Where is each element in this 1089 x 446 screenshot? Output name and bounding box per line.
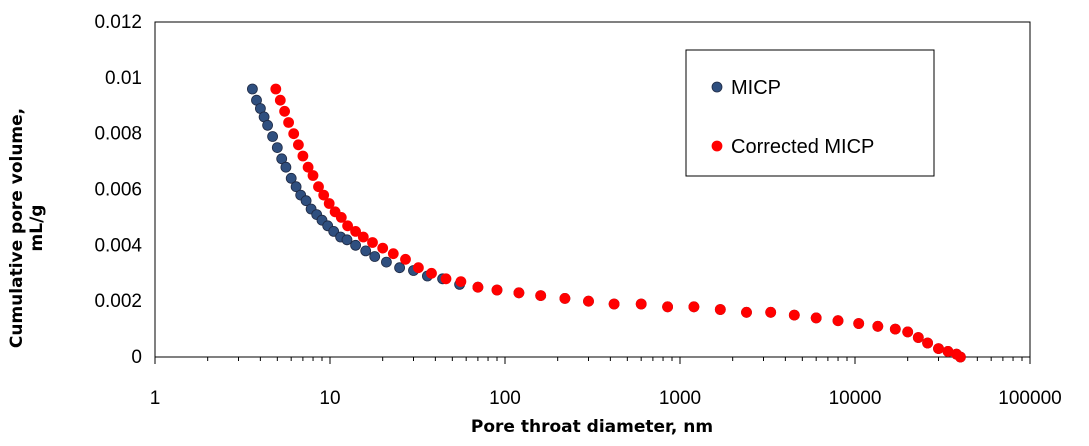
data-point [635,298,647,310]
y-axis: 0 0.002 0.004 0.006 0.008 0.01 0.012 [94,12,142,368]
data-point [342,220,354,232]
x-tick-label: 1 [150,388,161,409]
data-point [270,83,282,95]
data-point [341,234,353,246]
legend: MICP Corrected MICP [685,49,935,177]
data-point [472,281,484,293]
data-point [426,267,437,279]
x-tick-label: 10 [319,388,340,409]
data-point [400,253,411,265]
data-point [608,298,620,310]
y-tick-label: 0.002 [94,291,142,312]
data-point [279,105,291,117]
data-point [280,161,292,173]
data-point [741,306,752,318]
data-point [832,315,844,327]
data-point [377,242,389,254]
data-point [369,251,381,262]
y-axis-title-line-2: mL/g [27,205,47,252]
legend-marker-corrected-micp [711,140,723,152]
data-point [271,142,283,154]
y-axis-title-group: Cumulative pore volume, mL/g [7,108,47,348]
x-axis: 1 10 100 1000 10000 100000 [150,357,1062,409]
data-point [246,83,258,95]
data-point [380,256,392,268]
data-point [323,198,335,209]
series-corrected-micp [270,83,966,363]
x-tick-label: 10000 [829,388,882,409]
data-point [412,262,424,274]
data-point [535,290,547,302]
data-point [267,131,279,142]
x-axis-title: Pore throat diameter, nm [471,417,713,437]
data-point [853,318,865,329]
data-point [559,292,571,304]
data-point [288,128,300,140]
data-point [262,119,274,131]
legend-label-micp: MICP [731,77,781,99]
data-point [491,284,503,296]
data-point [350,239,362,251]
data-point [912,332,924,343]
data-point [513,287,525,299]
data-point [360,245,372,257]
data-point [922,337,933,349]
data-point [313,181,324,193]
data-point [300,195,312,207]
data-point [933,343,944,355]
data-point [276,153,288,165]
y-tick-label: 0.004 [94,235,142,256]
legend-box [685,49,935,177]
data-point [274,94,286,106]
y-axis-title-line-1: Cumulative pore volume, [7,108,27,348]
data-point [955,351,966,363]
data-point [290,181,302,193]
data-point [297,150,309,162]
data-point [662,301,673,313]
data-point [688,301,700,313]
y-tick-label: 0 [131,347,142,368]
y-tick-label: 0.008 [94,124,142,145]
data-point [394,262,406,274]
data-point [367,237,378,248]
data-point [902,326,914,338]
data-point [292,139,304,151]
plot-area [154,21,1031,358]
y-tick-label: 0.012 [94,12,142,33]
series-layer [246,83,966,363]
data-point [335,211,347,223]
data-point [318,189,330,201]
data-point [350,225,362,237]
data-point [765,306,777,318]
data-point [440,273,452,285]
data-point [283,117,295,128]
data-point [714,304,726,315]
legend-marker-micp [711,81,723,93]
data-point [285,172,297,184]
data-point [872,320,884,332]
data-point [810,312,822,324]
data-point [302,161,314,173]
y-tick-label: 0.006 [94,180,142,201]
data-point [889,323,901,335]
plot-border [154,21,1031,358]
y-tick-label: 0.01 [105,68,142,89]
x-tick-label: 1000 [659,388,701,409]
legend-label-corrected-micp: Corrected MICP [731,136,874,158]
data-point [455,276,467,288]
x-tick-label: 100 [489,388,521,409]
x-tick-label: 100000 [998,388,1061,409]
data-point [307,170,319,181]
data-point [788,309,800,321]
data-point [387,248,399,260]
data-point [583,295,594,307]
data-point [357,231,369,243]
